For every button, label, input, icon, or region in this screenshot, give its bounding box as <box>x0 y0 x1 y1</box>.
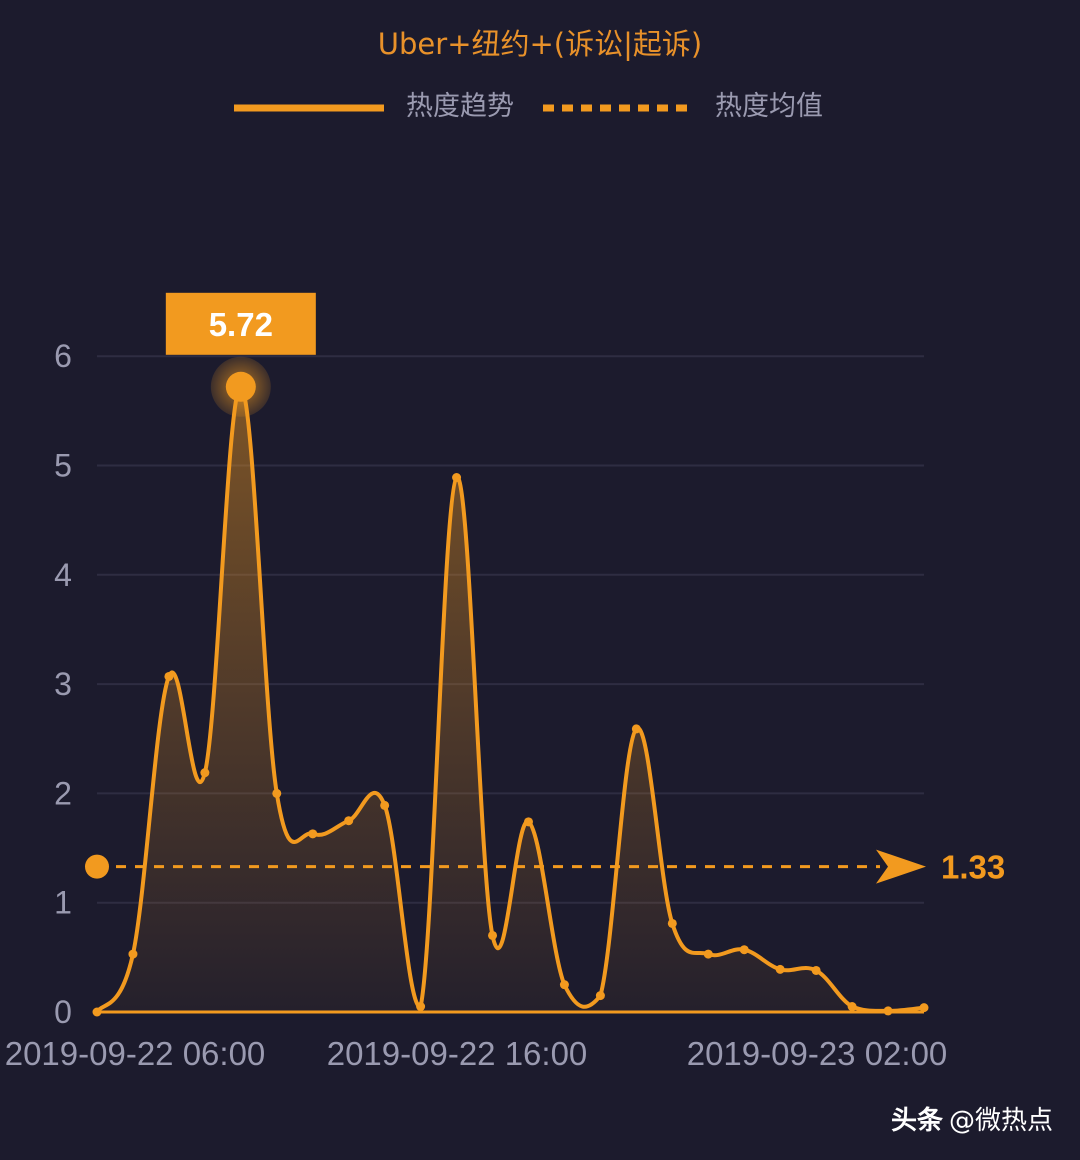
peak-marker-group: 5.72 <box>165 292 316 417</box>
data-point <box>739 945 749 955</box>
x-tick-label-1: 2019-09-22 16:00 <box>327 1035 588 1072</box>
data-point <box>488 930 498 940</box>
data-point <box>775 964 785 974</box>
average-line-group: 1.33 <box>85 849 1005 886</box>
area-layer <box>95 384 925 1014</box>
data-point <box>452 473 462 483</box>
x-tick-label-0: 2019-09-22 06:00 <box>5 1035 266 1072</box>
watermark-handle: @微热点 <box>949 1106 1053 1136</box>
trend-area-fill <box>97 386 924 1012</box>
data-point <box>128 949 138 959</box>
data-point <box>164 671 174 681</box>
legend-label-average[interactable]: 热度均值 <box>715 91 823 122</box>
y-tick-label-3: 3 <box>54 666 72 702</box>
peak-marker <box>225 371 256 402</box>
average-arrow-icon <box>876 849 926 884</box>
average-start-dot <box>85 854 109 879</box>
y-tick-label-5: 5 <box>54 448 72 484</box>
data-point <box>919 1003 929 1013</box>
legend: 热度趋势 热度均值 <box>234 91 823 122</box>
data-point <box>416 1002 426 1012</box>
y-tick-label-1: 1 <box>54 885 72 921</box>
data-point <box>200 768 210 778</box>
data-point <box>272 788 282 798</box>
data-point <box>847 1002 857 1012</box>
average-value-label: 1.33 <box>941 849 1005 886</box>
peak-value-label: 5.72 <box>209 306 273 343</box>
y-tick-label-6: 6 <box>54 338 72 374</box>
y-tick-label-0: 0 <box>54 994 72 1030</box>
data-point <box>595 991 605 1001</box>
data-point <box>344 816 354 826</box>
data-point <box>92 1007 102 1017</box>
data-point <box>667 918 677 928</box>
x-axis: 2019-09-22 06:00 2019-09-22 16:00 2019-09-… <box>5 1035 948 1072</box>
data-point <box>308 829 318 839</box>
data-point <box>559 980 569 990</box>
watermark-brand: 头条 <box>891 1106 944 1136</box>
data-point <box>523 817 533 827</box>
data-point <box>380 800 390 810</box>
watermark: 头条 @微热点 <box>891 1106 1053 1136</box>
data-point <box>811 965 821 975</box>
data-point <box>883 1006 893 1016</box>
y-axis: 0 1 2 3 4 5 6 <box>54 338 72 1030</box>
y-tick-label-4: 4 <box>54 557 72 593</box>
y-tick-label-2: 2 <box>54 775 72 811</box>
data-point <box>703 949 713 959</box>
x-tick-label-2: 2019-09-23 02:00 <box>687 1035 948 1072</box>
data-point <box>631 724 641 734</box>
chart-title: Uber+纽约+(诉讼|起诉) <box>378 27 702 61</box>
peak-label-box <box>165 292 316 355</box>
legend-label-trend[interactable]: 热度趋势 <box>406 91 514 122</box>
